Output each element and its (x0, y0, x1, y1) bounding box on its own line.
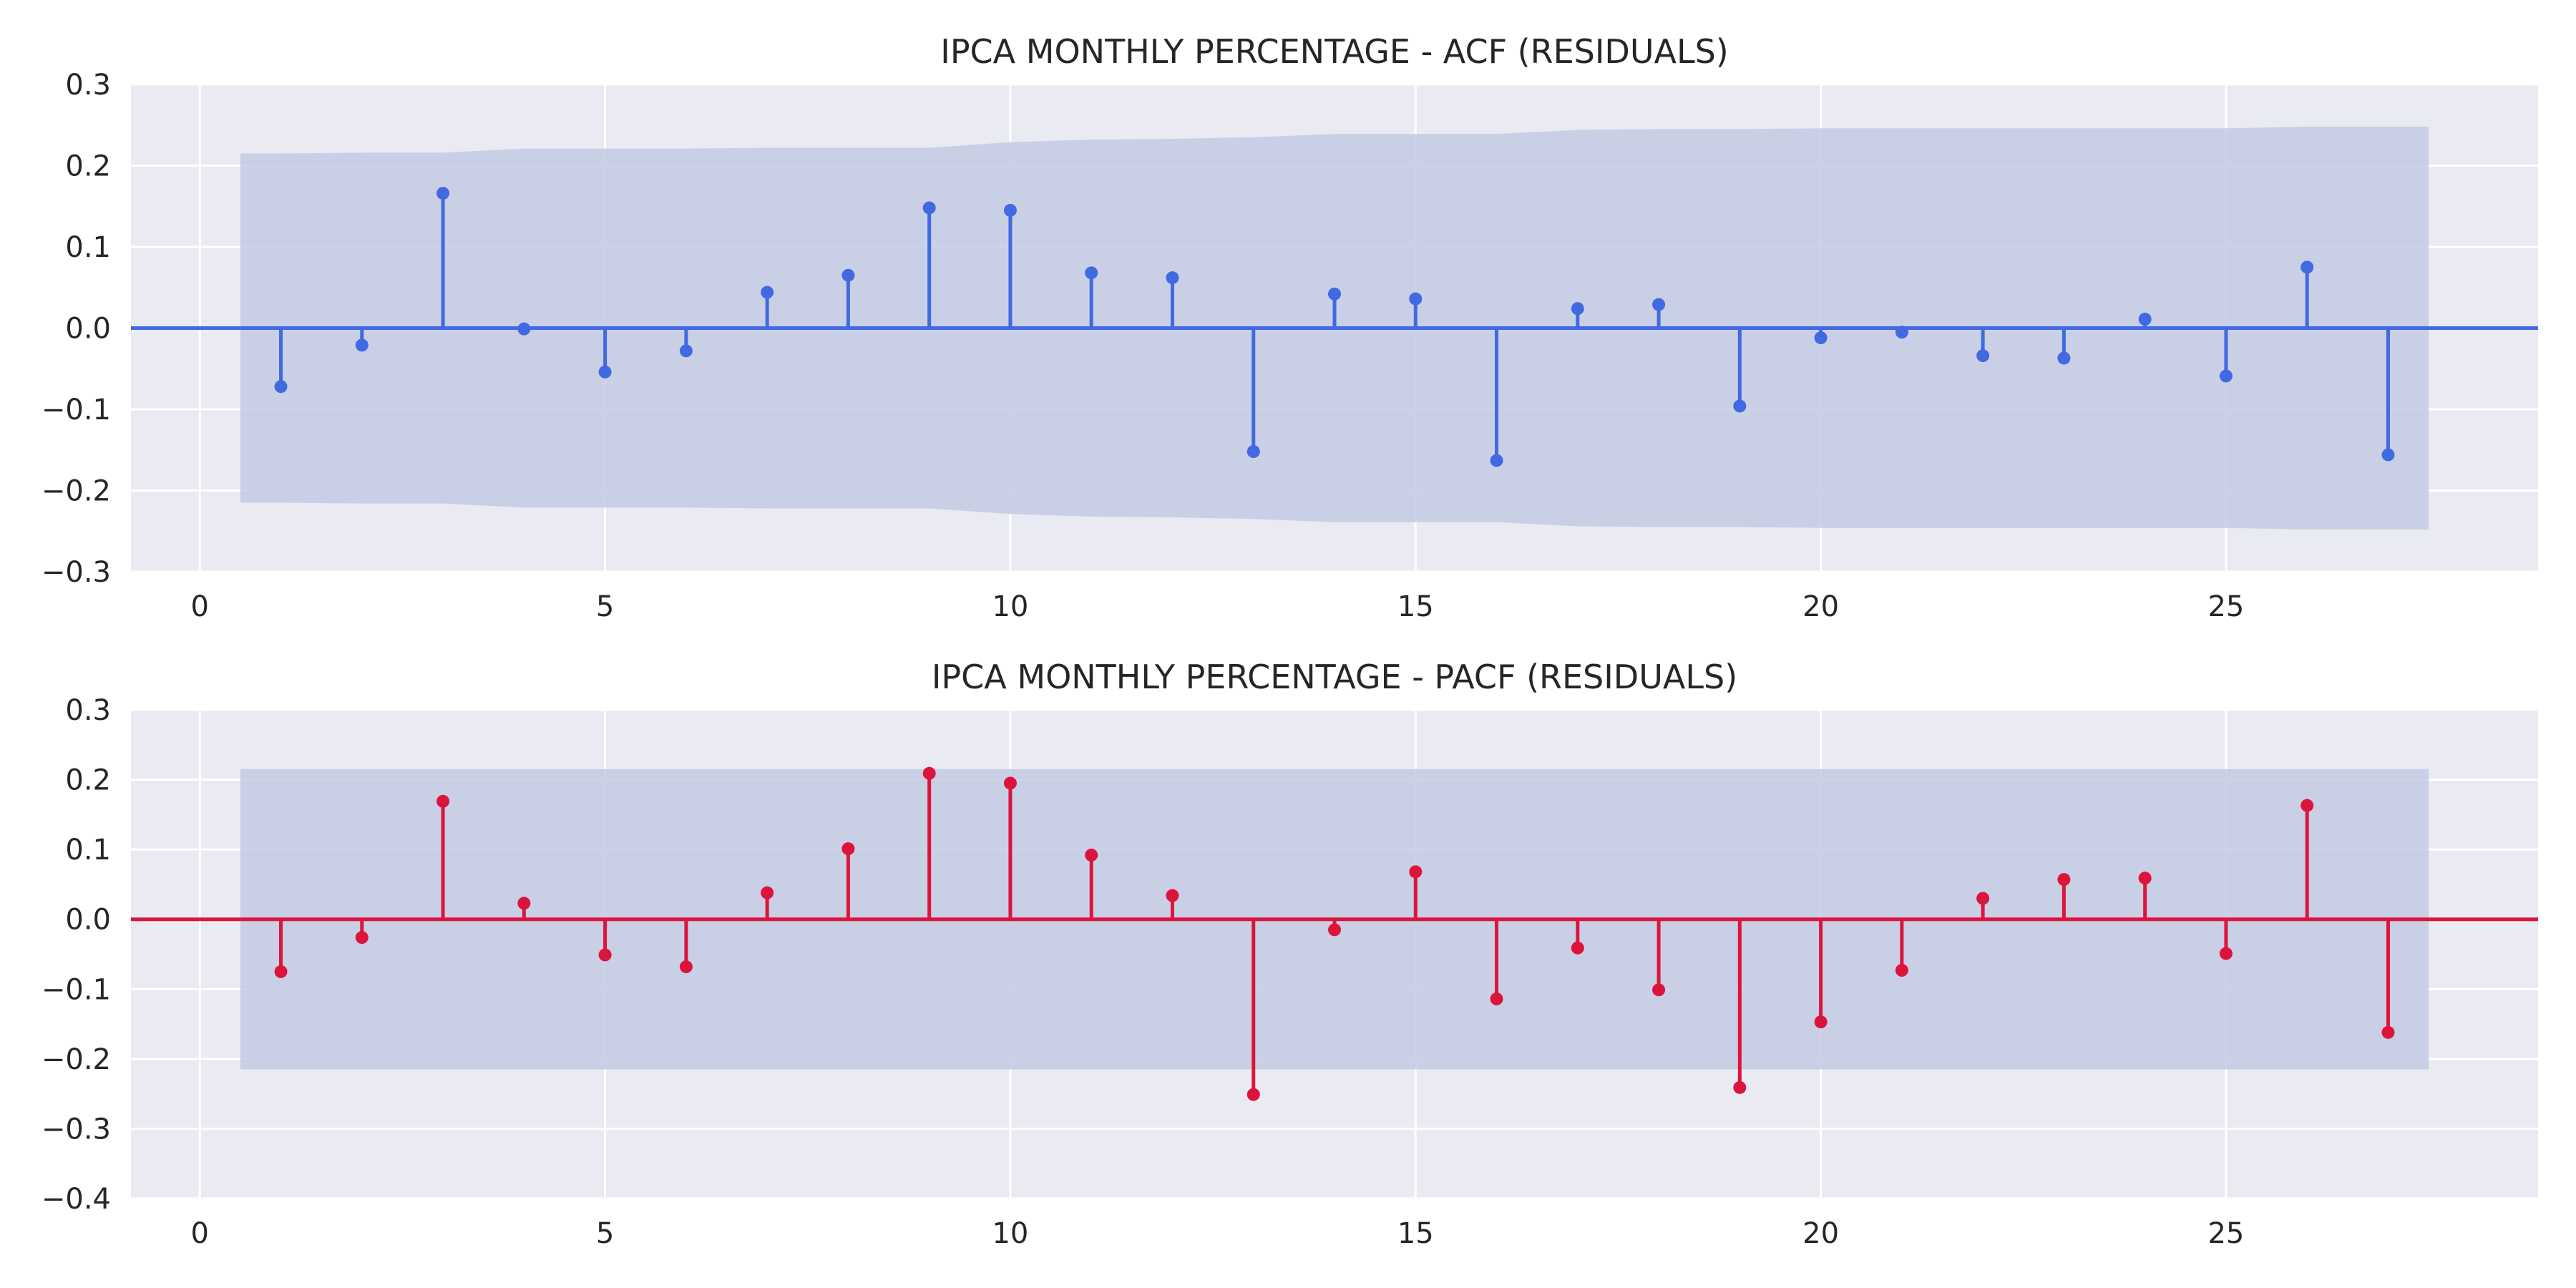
stem-marker (1976, 349, 1990, 363)
y-tick-label: −0.3 (42, 556, 111, 589)
y-tick-label: 0.3 (65, 69, 111, 102)
stem-marker (1571, 302, 1584, 316)
stem-marker (1895, 963, 1908, 977)
y-tick-label: 0.0 (65, 313, 111, 346)
y-tick-label: −0.4 (42, 1183, 111, 1216)
stem-marker (679, 960, 693, 974)
stem-marker (2301, 260, 2314, 274)
stem-marker (2219, 947, 2233, 960)
stem-marker (841, 842, 855, 856)
x-tick-label: 15 (1397, 590, 1434, 623)
stem-marker (1003, 776, 1017, 790)
x-tick-label: 5 (596, 1217, 614, 1250)
stem-marker (1895, 326, 1908, 339)
stem-marker (274, 965, 288, 978)
stem-marker (1409, 865, 1423, 879)
stem-marker (761, 286, 774, 299)
stem-marker (1733, 399, 1747, 413)
stem-marker (679, 344, 693, 358)
stem-marker (355, 338, 369, 352)
stem-marker (1246, 445, 1260, 459)
stem-marker (922, 766, 936, 780)
y-tick-label: −0.1 (42, 394, 111, 426)
stem-marker (517, 897, 531, 910)
x-tick-label: 10 (992, 1217, 1028, 1250)
stem-marker (1166, 271, 1179, 285)
stem-marker (2057, 351, 2071, 365)
x-tick-label: 25 (2207, 1217, 2244, 1250)
y-tick-label: 0.2 (65, 150, 111, 183)
x-tick-label: 5 (596, 590, 614, 623)
stem-marker (1814, 1015, 1828, 1029)
x-tick-label: 15 (1397, 1217, 1434, 1250)
stem-marker (2138, 313, 2152, 326)
chart-title: IPCA MONTHLY PERCENTAGE - ACF (RESIDUALS… (940, 32, 1728, 71)
x-tick-label: 25 (2207, 590, 2244, 623)
acf-panel: 0 5 10 15 20 25 −0.3 −0.2 −0.1 0.0 0.1 0.2 0.3 IPCA M… (42, 32, 2538, 623)
stem-marker (1085, 266, 1098, 280)
x-tick-label: 0 (191, 590, 209, 623)
y-tick-label: 0.2 (65, 764, 111, 797)
y-tick-label: −0.2 (42, 475, 111, 508)
stem-marker (598, 948, 612, 962)
stem-marker (1652, 298, 1666, 311)
stem-marker (1246, 1088, 1260, 1101)
stem-marker (355, 931, 369, 945)
stem-marker (761, 886, 774, 899)
y-tick-label: −0.1 (42, 973, 111, 1006)
stem-marker (922, 201, 936, 215)
stem-marker (436, 794, 450, 808)
stem-marker (1166, 889, 1179, 902)
y-tick-label: 0.1 (65, 834, 111, 867)
x-tick-label: 20 (1802, 590, 1839, 623)
stem-marker (2301, 799, 2314, 812)
y-tick-label: −0.2 (42, 1043, 111, 1076)
stem-marker (1328, 923, 1341, 937)
x-tick-label: 10 (992, 590, 1028, 623)
stem-marker (1328, 287, 1341, 301)
stem-marker (436, 187, 450, 200)
stem-marker (1003, 203, 1017, 217)
stem-marker (1490, 992, 1503, 1005)
stem-marker (1490, 454, 1503, 467)
y-tick-label: 0.3 (65, 694, 111, 727)
stem-marker (1571, 941, 1584, 955)
stem-marker (1733, 1080, 1747, 1094)
stem-marker (2381, 1025, 2395, 1039)
stem-marker (2381, 448, 2395, 462)
y-tick-label: 0.0 (65, 904, 111, 937)
stem-marker (598, 365, 612, 379)
chart-title: IPCA MONTHLY PERCENTAGE - PACF (RESIDUAL… (932, 658, 1737, 696)
stem-marker (1814, 331, 1828, 345)
stem-marker (2057, 873, 2071, 887)
stem-marker (274, 380, 288, 394)
x-tick-label: 0 (191, 1217, 209, 1250)
stem-marker (1976, 892, 1990, 905)
stem-marker (841, 268, 855, 282)
y-tick-label: −0.3 (42, 1113, 111, 1146)
pacf-panel: 0 5 10 15 20 25 −0.4 −0.3 −0.2 −0.1 0.0 0.1 0.2 0.3 IP… (42, 658, 2538, 1250)
x-tick-label: 20 (1802, 1217, 1839, 1250)
stem-marker (517, 322, 531, 336)
stem-marker (1085, 848, 1098, 862)
stem-marker (1409, 292, 1423, 306)
stem-marker (1652, 983, 1666, 997)
y-tick-label: 0.1 (65, 231, 111, 264)
stem-marker (2138, 872, 2152, 885)
stem-marker (2219, 369, 2233, 383)
